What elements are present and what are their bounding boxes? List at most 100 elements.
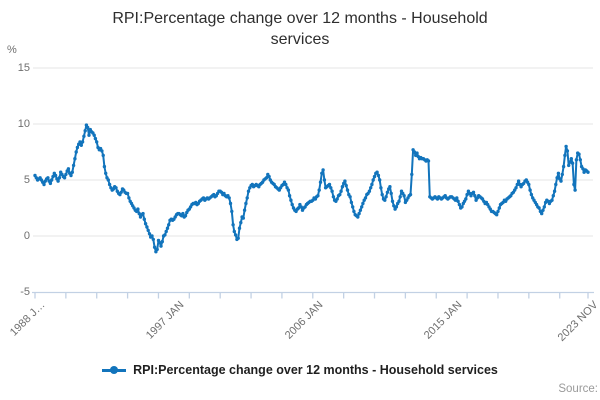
series-point xyxy=(552,189,557,193)
series-point xyxy=(78,140,82,144)
series-point xyxy=(244,201,248,206)
series-point xyxy=(384,195,388,199)
series-point xyxy=(555,176,559,180)
series-point xyxy=(568,160,572,164)
series-point xyxy=(241,216,245,220)
series-point xyxy=(284,182,288,187)
series-point xyxy=(577,152,581,156)
series-point xyxy=(578,158,582,162)
series-point xyxy=(232,229,236,234)
series-point xyxy=(376,173,381,178)
series-point xyxy=(410,172,414,177)
series-point xyxy=(361,201,365,206)
series-point xyxy=(465,192,469,197)
series-line-marker-icon xyxy=(102,363,127,377)
series-point xyxy=(56,179,60,183)
series-point xyxy=(125,191,130,196)
series-point xyxy=(164,229,168,234)
series-point xyxy=(380,192,384,197)
series-point xyxy=(330,189,334,193)
series-point xyxy=(473,194,477,198)
series-point xyxy=(496,209,500,214)
y-axis-tick-label: -5 xyxy=(20,286,30,298)
series-point xyxy=(514,186,518,190)
series-point xyxy=(119,190,123,194)
series-point xyxy=(296,206,301,210)
series-point xyxy=(390,199,395,203)
series-point xyxy=(87,133,91,137)
series-point xyxy=(147,232,152,236)
series-point xyxy=(236,236,240,240)
series-point xyxy=(267,174,271,179)
series-point xyxy=(412,150,417,154)
series-point xyxy=(143,222,148,226)
series-point xyxy=(389,191,393,196)
series-point xyxy=(50,178,54,182)
series-point xyxy=(541,208,545,212)
series-point xyxy=(329,186,333,190)
series-point xyxy=(101,153,105,158)
series-point xyxy=(75,145,80,150)
series-point xyxy=(42,182,46,187)
series-point xyxy=(564,144,568,149)
series-point xyxy=(551,194,555,198)
series-point xyxy=(457,202,462,207)
series-point xyxy=(398,195,402,199)
series-point xyxy=(321,168,325,172)
series-point xyxy=(181,211,185,216)
series-point xyxy=(141,211,145,216)
series-point xyxy=(340,185,345,189)
series-point xyxy=(573,188,577,192)
series-point xyxy=(402,194,406,198)
chart-title: RPI:Percentage change over 12 months - H… xyxy=(112,10,488,49)
series-point xyxy=(53,173,58,178)
series-point xyxy=(563,153,567,158)
series-point xyxy=(327,182,332,187)
series-point xyxy=(107,182,112,187)
series-point xyxy=(565,149,570,153)
series-point xyxy=(289,198,293,202)
y-axis-tick-label: 10 xyxy=(17,118,30,130)
series-point xyxy=(343,179,347,183)
y-axis-tick-label: 0 xyxy=(23,230,30,242)
series-point xyxy=(83,129,87,133)
series-point xyxy=(80,140,85,144)
series-point xyxy=(102,164,107,169)
legend-item[interactable]: RPI:Percentage change over 12 months - H… xyxy=(102,363,498,377)
series-point xyxy=(464,197,468,201)
series-point xyxy=(246,189,251,193)
series-point xyxy=(375,170,379,174)
series-point xyxy=(79,143,84,147)
legend: RPI:Percentage change over 12 months - H… xyxy=(0,360,600,380)
series-point xyxy=(167,223,171,227)
series-point xyxy=(515,182,519,187)
series-point xyxy=(569,157,573,161)
series-point xyxy=(369,186,373,190)
series-point xyxy=(93,136,98,141)
series-point xyxy=(352,209,356,214)
series-point xyxy=(62,176,67,180)
series-point xyxy=(529,192,534,197)
series-point xyxy=(527,182,531,187)
series-point xyxy=(237,226,242,230)
series-point xyxy=(356,215,360,219)
series-point xyxy=(540,211,544,216)
series-point xyxy=(165,226,170,230)
series-point xyxy=(370,182,374,187)
series-point xyxy=(245,196,249,200)
series-point xyxy=(70,170,75,174)
series-point xyxy=(320,171,324,175)
series-point xyxy=(516,179,521,183)
series-point xyxy=(351,205,355,209)
series-point xyxy=(550,198,554,202)
series-point xyxy=(345,188,350,192)
series-point xyxy=(338,192,342,197)
series-point xyxy=(371,178,375,182)
series-point xyxy=(378,178,382,182)
series-point xyxy=(497,206,501,210)
series-point xyxy=(397,199,401,203)
series-point xyxy=(183,214,188,218)
series-point xyxy=(146,228,150,233)
series-point xyxy=(383,198,387,202)
